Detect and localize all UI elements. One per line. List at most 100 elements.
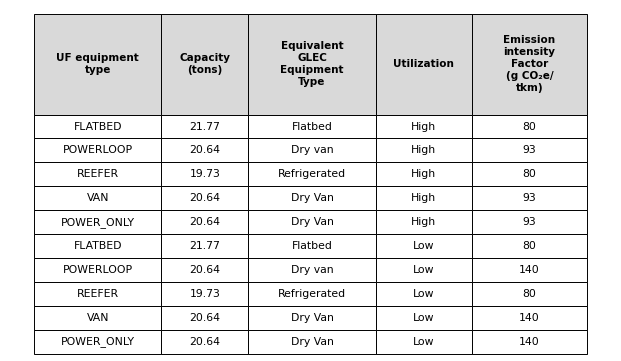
Bar (161, 186, 248, 210)
Text: 20.64: 20.64 (189, 313, 220, 323)
Bar (472, 114, 587, 139)
Bar (472, 306, 587, 330)
Bar (34, 114, 161, 139)
Bar (472, 210, 587, 234)
Text: 80: 80 (522, 169, 537, 179)
Text: Flatbed: Flatbed (292, 241, 332, 251)
Bar (34, 258, 161, 282)
Text: Low: Low (413, 241, 435, 251)
Text: VAN: VAN (86, 193, 109, 203)
Bar (161, 258, 248, 282)
Bar (248, 306, 376, 330)
Text: Flatbed: Flatbed (292, 122, 332, 131)
Bar (34, 234, 161, 258)
Text: POWERLOOP: POWERLOOP (63, 265, 133, 275)
Bar (376, 162, 472, 186)
Text: 19.73: 19.73 (189, 289, 220, 299)
Bar (248, 258, 376, 282)
Bar (161, 14, 248, 114)
Text: 80: 80 (522, 122, 537, 131)
Text: 20.64: 20.64 (189, 217, 220, 227)
Text: POWER_ONLY: POWER_ONLY (61, 336, 135, 347)
Bar (34, 330, 161, 354)
Text: Dry van: Dry van (291, 265, 333, 275)
Text: 21.77: 21.77 (189, 122, 220, 131)
Text: Low: Low (413, 265, 435, 275)
Bar (472, 162, 587, 186)
Bar (472, 330, 587, 354)
Bar (472, 258, 587, 282)
Text: Equivalent
GLEC
Equipment
Type: Equivalent GLEC Equipment Type (280, 42, 344, 87)
Text: 80: 80 (522, 241, 537, 251)
Text: 20.64: 20.64 (189, 145, 220, 156)
Bar (376, 282, 472, 306)
Bar (472, 282, 587, 306)
Text: 140: 140 (519, 265, 540, 275)
Text: Dry Van: Dry Van (291, 337, 333, 347)
Bar (34, 139, 161, 162)
Text: 19.73: 19.73 (189, 169, 220, 179)
Text: Emission
intensity
Factor
(g CO₂e/
tkm): Emission intensity Factor (g CO₂e/ tkm) (504, 35, 555, 93)
Text: Utilization: Utilization (393, 60, 455, 70)
Text: 140: 140 (519, 313, 540, 323)
Bar (472, 186, 587, 210)
Bar (161, 114, 248, 139)
Bar (34, 210, 161, 234)
Text: High: High (411, 169, 437, 179)
Bar (376, 258, 472, 282)
Bar (248, 14, 376, 114)
Bar (248, 330, 376, 354)
Bar (248, 139, 376, 162)
Bar (248, 114, 376, 139)
Bar (376, 139, 472, 162)
Bar (34, 162, 161, 186)
Text: UF equipment
type: UF equipment type (57, 53, 139, 75)
Bar (248, 234, 376, 258)
Bar (34, 186, 161, 210)
Bar (161, 282, 248, 306)
Text: REEFER: REEFER (77, 169, 119, 179)
Text: 93: 93 (522, 217, 537, 227)
Text: Low: Low (413, 313, 435, 323)
Bar (34, 282, 161, 306)
Text: High: High (411, 122, 437, 131)
Text: REEFER: REEFER (77, 289, 119, 299)
Bar (376, 14, 472, 114)
Text: 93: 93 (522, 193, 537, 203)
Text: Dry van: Dry van (291, 145, 333, 156)
Text: 20.64: 20.64 (189, 337, 220, 347)
Text: Dry Van: Dry Van (291, 193, 333, 203)
Bar (248, 186, 376, 210)
Text: Low: Low (413, 289, 435, 299)
Bar (472, 234, 587, 258)
Text: Refrigerated: Refrigerated (278, 289, 346, 299)
Bar (376, 210, 472, 234)
Bar (161, 139, 248, 162)
Bar (34, 14, 161, 114)
Bar (161, 330, 248, 354)
Bar (161, 162, 248, 186)
Text: POWER_ONLY: POWER_ONLY (61, 217, 135, 228)
Bar (34, 306, 161, 330)
Bar (376, 330, 472, 354)
Text: Capacity
(tons): Capacity (tons) (179, 53, 230, 75)
Bar (161, 234, 248, 258)
Text: 140: 140 (519, 337, 540, 347)
Text: 20.64: 20.64 (189, 265, 220, 275)
Text: 21.77: 21.77 (189, 241, 220, 251)
Bar (248, 210, 376, 234)
Text: VAN: VAN (86, 313, 109, 323)
Bar (248, 162, 376, 186)
Bar (376, 306, 472, 330)
Text: 93: 93 (522, 145, 537, 156)
Text: 20.64: 20.64 (189, 193, 220, 203)
Bar (161, 306, 248, 330)
Bar (248, 282, 376, 306)
Bar (472, 14, 587, 114)
Bar (376, 114, 472, 139)
Text: POWERLOOP: POWERLOOP (63, 145, 133, 156)
Bar (472, 139, 587, 162)
Text: High: High (411, 193, 437, 203)
Bar (376, 186, 472, 210)
Bar (376, 234, 472, 258)
